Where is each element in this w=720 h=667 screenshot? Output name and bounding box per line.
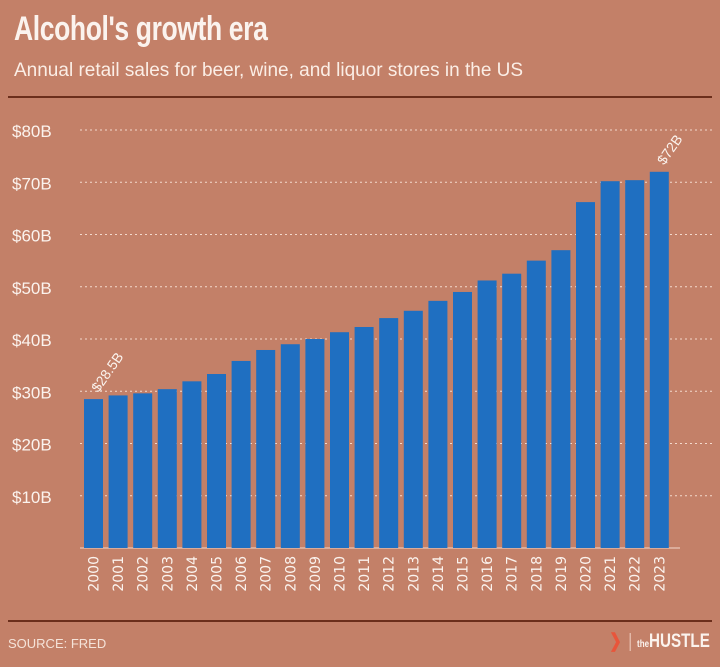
- bar-2016: [477, 280, 497, 548]
- logo-mark-icon: ❯: [609, 631, 623, 652]
- x-tick-label: 2010: [333, 556, 349, 592]
- bar-2002: [133, 393, 153, 548]
- bar-2007: [256, 349, 276, 548]
- x-tick-label: 2004: [185, 556, 201, 592]
- y-tick-label: $70B: [12, 174, 52, 193]
- bar-2009: [305, 339, 325, 548]
- y-tick-label: $10B: [12, 488, 52, 507]
- data-label: $28.5B: [88, 349, 127, 395]
- bar-2010: [330, 332, 349, 548]
- hustle-logo: ❯ | theHUSTLE: [609, 631, 710, 652]
- y-tick-label: $60B: [12, 227, 52, 246]
- bottom-divider: [8, 620, 712, 622]
- bar-2015: [453, 291, 472, 548]
- bar-2011: [354, 326, 374, 548]
- bar-2021: [600, 181, 620, 548]
- y-tick-label: $80B: [12, 122, 52, 141]
- x-tick-label: 2019: [554, 556, 570, 592]
- top-divider: [8, 96, 712, 98]
- x-tick-label: 2000: [87, 556, 103, 592]
- x-tick-label: 2001: [111, 556, 127, 592]
- bar-2018: [526, 260, 546, 548]
- x-tick-label: 2022: [628, 556, 644, 592]
- y-tick-label: $50B: [12, 279, 52, 298]
- source-note: SOURCE: FRED: [8, 636, 107, 651]
- bar-2022: [625, 180, 645, 548]
- x-tick-label: 2016: [480, 556, 496, 592]
- bar-2005: [207, 374, 226, 548]
- bar-2019: [551, 250, 571, 549]
- chart-subtitle: Annual retail sales for beer, wine, and …: [14, 60, 524, 81]
- x-tick-label: 2018: [529, 556, 545, 592]
- x-tick-label: 2005: [210, 556, 226, 592]
- y-tick-label: $30B: [12, 383, 52, 402]
- x-tick-label: 2007: [259, 556, 275, 592]
- bar-2012: [379, 318, 399, 548]
- y-tick-label: $20B: [12, 436, 52, 455]
- bar-2017: [502, 273, 522, 548]
- x-tick-label: 2003: [160, 556, 176, 592]
- bar-2008: [280, 344, 300, 548]
- bar-2014: [428, 300, 448, 548]
- bar-2020: [576, 202, 595, 549]
- x-tick-label: 2008: [283, 556, 299, 592]
- bar-2003: [157, 389, 177, 548]
- x-tick-label: 2006: [234, 556, 250, 592]
- x-tick-label: 2020: [579, 556, 595, 592]
- x-tick-label: 2013: [406, 556, 422, 592]
- bar-2023: [649, 171, 669, 549]
- y-tick-label: $40B: [12, 331, 52, 350]
- x-tick-label: 2012: [382, 556, 398, 592]
- x-tick-label: 2002: [136, 556, 152, 592]
- bar-2000: [84, 399, 103, 548]
- bar-2001: [108, 395, 128, 548]
- x-tick-label: 2021: [603, 556, 619, 592]
- chart-title: Alcohol's growth era: [14, 10, 268, 48]
- data-label: $72B: [654, 132, 686, 168]
- x-tick-label: 2011: [357, 556, 373, 592]
- x-tick-label: 2017: [505, 556, 521, 592]
- bar-2013: [403, 310, 423, 548]
- x-tick-label: 2023: [652, 556, 668, 592]
- x-tick-label: 2015: [456, 556, 472, 592]
- x-tick-label: 2014: [431, 556, 447, 592]
- bar-2006: [231, 360, 251, 548]
- bar-2004: [182, 381, 202, 548]
- x-tick-label: 2009: [308, 556, 324, 592]
